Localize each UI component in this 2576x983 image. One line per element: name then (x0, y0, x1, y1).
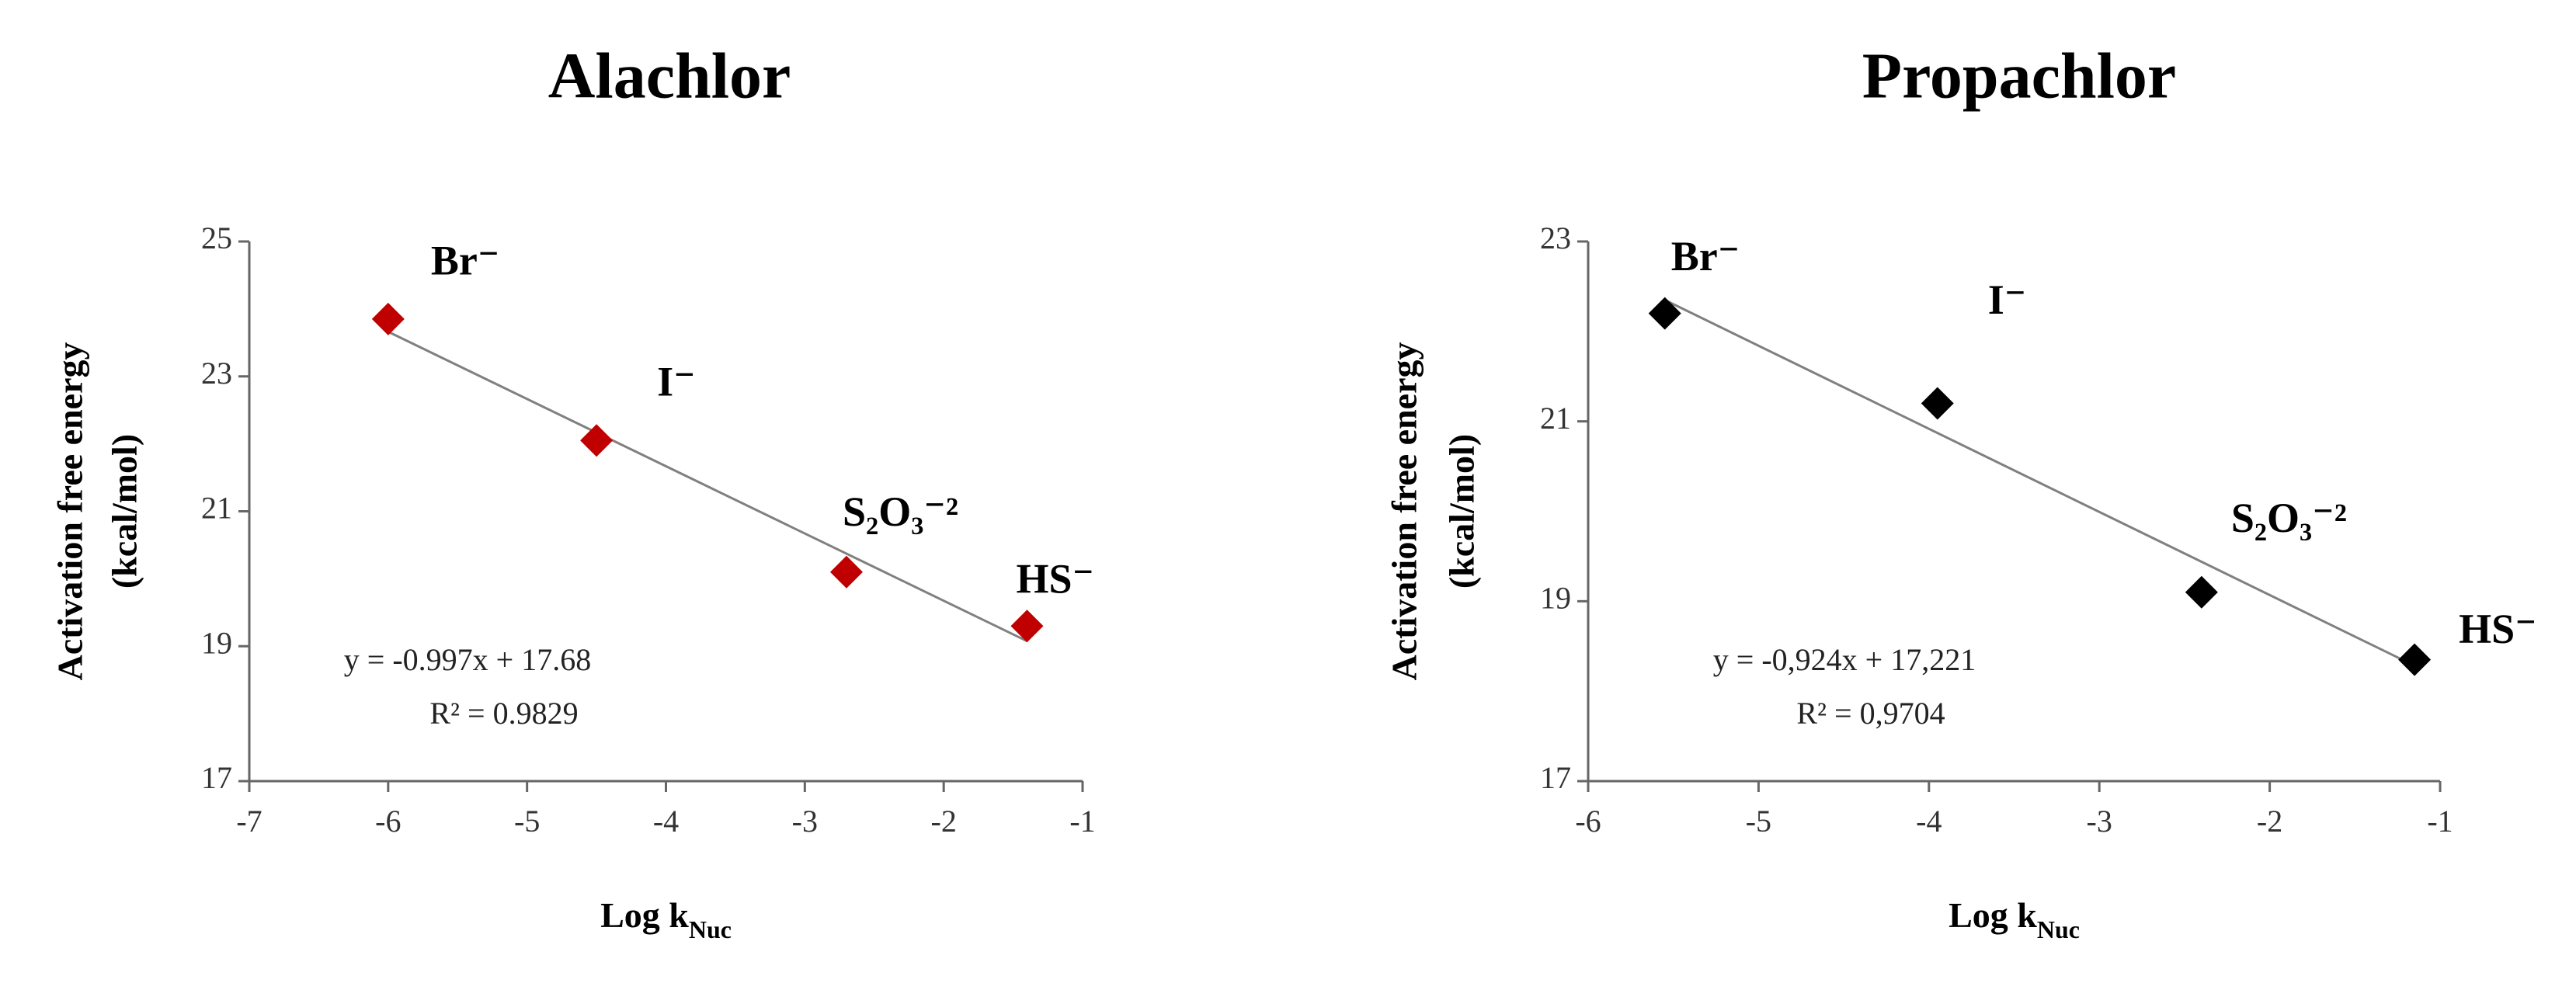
x-axis-label-main: Log k (1949, 895, 2037, 935)
x-axis-label-main: Log k (600, 895, 689, 935)
chart-title: Alachlor (548, 40, 791, 112)
point-label: Br⁻ (431, 237, 500, 283)
data-point (1010, 610, 1044, 643)
point-label: S₂O₃⁻² (2231, 495, 2347, 541)
point-label: I⁻ (657, 359, 696, 405)
x-tick-label: -4 (1916, 804, 1942, 839)
y-tick-label: 23 (1540, 221, 1571, 255)
x-axis-label-sub: Nuc (689, 915, 732, 943)
x-axis-label-sub: Nuc (2037, 915, 2080, 943)
data-point (2398, 643, 2432, 676)
chart-panel: Alachlor 17 19 21 23 25 -7 -6 -5 -4 -3 -2 -1 Log kNuc… (50, 40, 1096, 943)
y-tick-label: 21 (201, 491, 232, 526)
trendline-equation: y = -0.997x + 17.68 (344, 642, 591, 677)
y-axis-label: Activation free energy (50, 342, 90, 681)
data-point (1921, 387, 1954, 420)
x-tick-label: -5 (1746, 804, 1771, 839)
x-axis-label: Log kNuc (1949, 895, 2080, 944)
data-point (371, 302, 405, 335)
y-tick-label: 21 (1540, 401, 1571, 436)
y-tick-label: 19 (201, 625, 232, 660)
data-point (1648, 297, 1681, 330)
y-axis-label: Activation free energy (1385, 342, 1424, 681)
point-label: HS⁻ (1016, 556, 1094, 603)
y-tick-label: 17 (1540, 760, 1571, 795)
trendline-r2: R² = 0.9829 (429, 696, 578, 731)
y-tick-label: 25 (201, 221, 232, 255)
y-axis-label: (kcal/mol) (1442, 434, 1482, 589)
x-tick-label: -1 (2427, 804, 2453, 839)
x-axis-label: Log kNuc (600, 895, 732, 944)
chart-title: Propachlor (1862, 40, 2176, 112)
y-axis-label: (kcal/mol) (105, 434, 144, 589)
y-tick-label: 23 (201, 356, 232, 391)
point-label: HS⁻ (2459, 606, 2537, 652)
trendline-equation: y = -0,924x + 17,221 (1713, 642, 1976, 677)
x-tick-label: -3 (792, 804, 818, 839)
y-tick-label: 17 (201, 760, 232, 795)
x-tick-label: -2 (931, 804, 957, 839)
x-tick-label: -6 (375, 804, 401, 839)
trendline-r2: R² = 0,9704 (1796, 696, 1945, 731)
x-tick-label: -1 (1069, 804, 1095, 839)
trendline (388, 330, 1028, 643)
x-tick-label: -4 (653, 804, 679, 839)
data-point (2185, 575, 2218, 609)
x-tick-label: -2 (2257, 804, 2282, 839)
point-label: Br⁻ (1671, 233, 1740, 280)
y-tick-label: 19 (1540, 581, 1571, 616)
point-label: S₂O₃⁻² (843, 488, 958, 535)
x-tick-label: -5 (514, 804, 540, 839)
data-point (829, 555, 863, 589)
trendline (1664, 299, 2415, 667)
x-tick-label: -3 (2087, 804, 2112, 839)
x-tick-label: -7 (236, 804, 262, 839)
chart-panel: Propachlor 17 19 21 23 -6 -5 -4 -3 -2 -1 Log kNuc Ac… (1385, 40, 2537, 943)
data-point (580, 424, 614, 457)
x-tick-label: -6 (1575, 804, 1601, 839)
point-label: I⁻ (1988, 276, 2027, 323)
